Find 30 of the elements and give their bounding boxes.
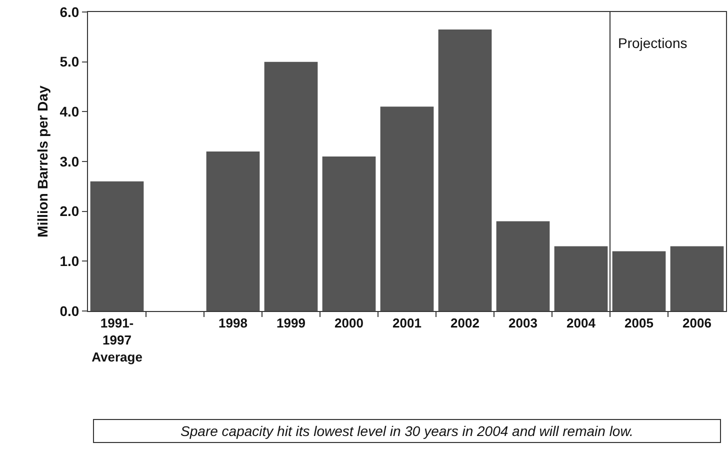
- bar: [496, 221, 550, 311]
- x-tick-label: 2000: [334, 316, 364, 331]
- bar: [612, 251, 666, 311]
- annotation: Projections: [618, 35, 688, 51]
- x-tick-label: 2004: [566, 316, 596, 331]
- x-tick-label: 2001: [392, 316, 422, 331]
- y-axis-title: Million Barrels per Day: [34, 85, 50, 238]
- y-tick-label: 5.0: [60, 54, 80, 70]
- bar: [322, 156, 376, 311]
- y-tick-label: 0.0: [60, 302, 80, 319]
- y-tick-label: 6.0: [60, 4, 80, 20]
- y-tick-label: 3.0: [60, 153, 80, 170]
- x-tick-label: 2003: [508, 316, 538, 331]
- x-tick-label: 2002: [450, 316, 480, 331]
- x-tick-label: 2006: [682, 316, 712, 331]
- x-tick-label: 1998: [218, 316, 248, 331]
- bar: [206, 152, 260, 311]
- y-tick-label: 4.0: [60, 104, 80, 120]
- bar: [554, 246, 608, 311]
- bar: [264, 62, 318, 311]
- x-tick-label: 1991- 1997 Average: [92, 316, 142, 364]
- y-tick-label: 1.0: [60, 253, 80, 270]
- bar: [380, 106, 434, 311]
- x-tick-label: 2005: [624, 316, 654, 331]
- x-tick-label: 1999: [276, 316, 306, 331]
- bar: [90, 181, 144, 311]
- y-tick-label: 2.0: [60, 203, 80, 220]
- text: Spare capacity hit its lowest level in 30 years in 2004 and will remain low.: [180, 423, 634, 439]
- bar: [670, 246, 724, 311]
- bar: [438, 29, 492, 311]
